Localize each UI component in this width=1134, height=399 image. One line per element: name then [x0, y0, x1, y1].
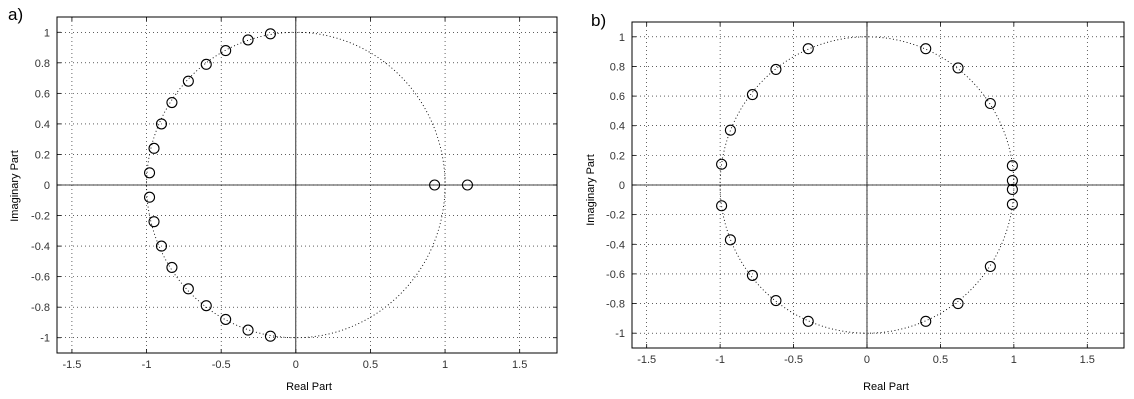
x-tick-label: 1	[1011, 354, 1017, 366]
zero-marker	[724, 124, 736, 136]
y-tick-label: -0.8	[31, 302, 50, 314]
y-tick-label: 0.4	[35, 119, 50, 131]
zero-marker	[461, 179, 473, 191]
unit-circle	[146, 31, 446, 339]
zero-marker	[148, 142, 160, 154]
zero-marker	[724, 234, 736, 246]
zero-marker	[143, 167, 156, 179]
zero-marker	[220, 45, 232, 57]
x-tick-label: -1.5	[62, 359, 81, 371]
zero-marker	[264, 330, 276, 342]
x-tick-label: -0.5	[784, 354, 803, 366]
y-tick-label: -0.4	[606, 239, 625, 251]
pole-zero-plot-a: a) Real Part Imaginary Part -1.5 -1 -0.5 0 0…	[0, 0, 567, 394]
x-tick-label: -1	[715, 354, 725, 366]
y-tick-label: -0.2	[31, 211, 50, 223]
x-tick-label: -0.5	[212, 359, 231, 371]
zero-marker	[182, 283, 194, 295]
x-tick-label: -1.5	[637, 354, 656, 366]
zero-marker	[984, 97, 996, 110]
zero-marker	[802, 43, 814, 55]
zero-marker	[716, 158, 728, 170]
zero-marker	[220, 313, 232, 325]
zero-marker	[200, 300, 212, 312]
y-tick-label: 0	[44, 180, 50, 192]
x-tick-label: 0.5	[363, 359, 378, 371]
zero-marker	[1006, 160, 1018, 172]
y-tick-label: 0	[619, 180, 625, 192]
zero-marker	[920, 43, 932, 55]
y-tick-label: 1	[619, 32, 625, 44]
x-tick-label: 1.5	[1080, 354, 1095, 366]
y-tick-label: 1	[44, 27, 50, 39]
y-tick-label: -0.8	[606, 299, 625, 311]
zero-marker	[155, 240, 168, 252]
y-tick-label: 0.2	[610, 150, 625, 162]
zero-marker	[166, 96, 178, 109]
y-axis-label: Imaginary Part	[9, 150, 21, 222]
zero-marker	[143, 191, 156, 203]
zero-marker	[1006, 175, 1018, 187]
y-tick-label: -1	[615, 328, 625, 340]
y-tick-label: 0.6	[35, 88, 50, 100]
y-tick-label: 0.2	[35, 149, 50, 161]
zero-marker	[746, 89, 758, 101]
panel-label: b)	[591, 11, 606, 30]
y-tick-label: -0.4	[31, 241, 50, 253]
x-tick-label: -1	[142, 359, 152, 371]
y-tick-label: 0.8	[610, 61, 625, 73]
zero-marker	[148, 216, 160, 228]
zero-marker	[264, 28, 276, 40]
x-tick-label: 1	[442, 359, 448, 371]
zero-marker	[429, 179, 441, 191]
y-tick-label: 0.8	[35, 58, 50, 70]
panel-label: a)	[8, 5, 23, 24]
y-tick-label: -0.6	[31, 272, 50, 284]
zero-marker	[1006, 183, 1018, 195]
pole-zero-chart-b: b) Real Part Imaginary Part -1.5 -1 -0.5 0 0…	[585, 11, 1125, 393]
zero-marker	[182, 75, 194, 87]
x-tick-label: 0	[864, 354, 870, 366]
y-tick-label: -0.2	[606, 210, 625, 222]
zero-marker	[166, 261, 178, 274]
x-tick-label: 0	[293, 359, 299, 371]
zero-marker	[1006, 198, 1018, 210]
zero-marker	[952, 62, 964, 74]
zero-marker	[242, 34, 254, 46]
x-tick-label: 1.5	[512, 359, 527, 371]
y-axis-label: Imaginary Part	[585, 154, 597, 226]
x-axis-label: Real Part	[286, 381, 332, 393]
y-tick-label: -0.6	[606, 269, 625, 281]
zero-marker	[802, 315, 814, 327]
x-axis-label: Real Part	[863, 381, 909, 393]
x-tick-label: 0.5	[933, 354, 948, 366]
zero-marker	[200, 58, 212, 70]
zero-marker	[770, 63, 782, 75]
zero-marker	[920, 315, 932, 327]
zero-marker	[716, 200, 728, 212]
zero-marker	[984, 260, 996, 273]
y-tick-label: 0.4	[610, 121, 625, 133]
y-tick-label: -1	[40, 333, 50, 345]
pole-zero-chart-a: a) Real Part Imaginary Part -1.5 -1 -0.5 0 0…	[8, 5, 558, 393]
zero-marker	[155, 118, 168, 130]
zero-marker	[746, 269, 758, 281]
zero-marker	[242, 324, 254, 336]
pole-zero-plot-b: b) Real Part Imaginary Part -1.5 -1 -0.5 0 0…	[567, 0, 1134, 394]
zero-marker	[770, 295, 782, 307]
zero-marker	[952, 297, 964, 310]
y-tick-label: 0.6	[610, 91, 625, 103]
